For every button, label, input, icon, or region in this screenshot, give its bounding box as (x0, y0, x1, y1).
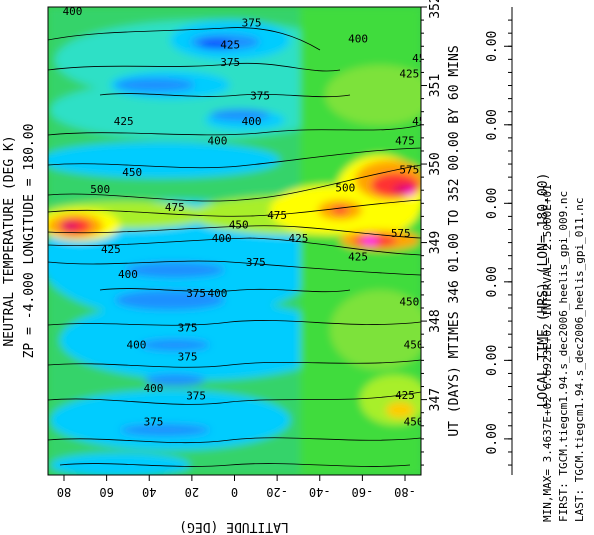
local-time-tick-label: 0.00 (485, 266, 500, 297)
contour-label: 575 (399, 164, 419, 177)
contour-label: 450 (399, 295, 419, 308)
last-file-note: LAST: TGCM.tiegcm1.94.s_dec2006_heelis_g… (573, 197, 586, 522)
contour-label: 400 (208, 134, 228, 147)
contour-label: 375 (220, 56, 240, 69)
latitude-tick-label: -20 (266, 485, 288, 499)
contour-label: 450 (412, 115, 432, 128)
day-tick-label: 348 (428, 309, 443, 332)
min-max-note: MIN,MAX= 3.4637E+02 6.6923E+02 INTERVAL=… (541, 184, 554, 522)
latitude-tick-label: 0 (231, 485, 238, 499)
contour-label: 425 (101, 243, 121, 256)
latitude-tick-label: -40 (309, 485, 331, 499)
contour-label: 375 (250, 90, 270, 103)
chart-title: NEUTRAL TEMPERATURE (DEG K) (2, 135, 17, 346)
contour-label: 575 (391, 227, 411, 240)
day-tick-label: 352 (428, 0, 443, 19)
contour-label: 450 (229, 219, 249, 232)
contour-label: 425 (220, 39, 240, 52)
local-time-tick-label: 0.00 (485, 31, 500, 62)
contour-label: 425 (395, 389, 415, 402)
contour-label: 375 (242, 17, 262, 30)
contour-label: 400 (144, 382, 164, 395)
contour-label: 425 (399, 68, 419, 81)
contour-label: 400 (208, 287, 228, 300)
latitude-tick-label: 40 (142, 485, 156, 499)
local-time-tick-label: 0.00 (485, 109, 500, 140)
ut-day-axis-label: UT (DAYS) MTIMES 346 01.00 TO 352 00.00 … (447, 45, 462, 436)
day-tick-label: 351 (428, 74, 443, 97)
contour-label: 425 (348, 251, 368, 264)
contour-label: 375 (144, 416, 164, 429)
contour-label: 475 (267, 209, 287, 222)
contour-label: 450 (412, 52, 432, 65)
latitude-tick-label: -60 (352, 485, 374, 499)
contour-label: 400 (118, 268, 138, 281)
contour-label: 400 (242, 115, 262, 128)
contour-label: 450 (122, 166, 142, 179)
latitude-axis-label: LATITUDE (DEG) (179, 519, 289, 534)
latitude-tick-label: 80 (57, 485, 71, 499)
chart-subtitle: ZP = -4.000 LONGITUDE = 180.00 (22, 124, 37, 359)
day-tick-label: 350 (428, 152, 443, 175)
contour-label: 400 (212, 232, 232, 245)
contour-label: 400 (127, 339, 147, 352)
contour-label: 475 (165, 201, 185, 214)
day-tick-label: 349 (428, 231, 443, 254)
latitude-axis: 80 60 40 20 0 -20 -40 -60 -80 (57, 475, 416, 499)
local-time-tick-label: 0.00 (485, 188, 500, 219)
contour-label: 375 (178, 350, 198, 363)
contour-label: 375 (186, 287, 206, 300)
contour-label: 450 (404, 416, 424, 429)
contour-label: 500 (90, 183, 110, 196)
latitude-tick-label: 60 (99, 485, 113, 499)
local-time-axis: 0.00 0.00 0.00 0.00 0.00 0.00 (485, 19, 512, 466)
contour-label: 400 (63, 5, 83, 18)
latitude-tick-label: 20 (185, 485, 199, 499)
contour-label: 450 (404, 339, 424, 352)
contour-label: 425 (114, 115, 134, 128)
contour-label: 375 (178, 321, 198, 334)
contour-label: 375 (246, 256, 266, 269)
contour-label: 400 (348, 32, 368, 45)
local-time-tick-label: 0.00 (485, 423, 500, 454)
ut-day-axis: 347 348 349 350 351 352 (421, 0, 443, 466)
contour-label: 500 (335, 182, 355, 195)
day-tick-label: 347 (428, 388, 443, 411)
contour-lines (48, 27, 421, 467)
first-file-note: FIRST: TGCM.tiegcm1.94.s_dec2006_heelis_… (557, 191, 570, 522)
contour-label: 400 (165, 0, 185, 10)
contour-label: 375 (186, 390, 206, 403)
contour-label: 425 (289, 232, 309, 245)
local-time-tick-label: 0.00 (485, 345, 500, 376)
latitude-tick-label: -80 (394, 485, 416, 499)
contour-label: 475 (395, 134, 415, 147)
local-time-axis-label: LOCAL TIME (HRS) (LON= 180.00) (536, 173, 551, 408)
